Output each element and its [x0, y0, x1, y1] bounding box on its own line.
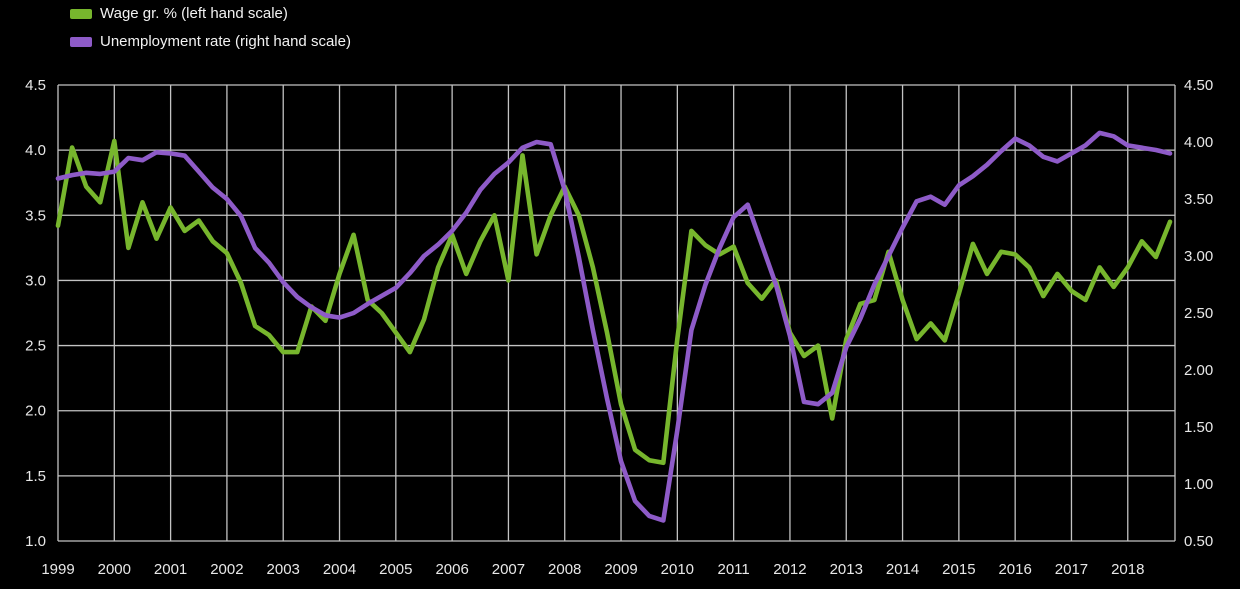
x-axis-tick-label: 2010 — [661, 561, 694, 578]
x-axis-tick-label: 2008 — [548, 561, 581, 578]
right-axis-tick-label: 3.50 — [1184, 191, 1213, 208]
left-axis-tick-label: 1.0 — [25, 533, 46, 550]
chart-legend: Wage gr. % (left hand scale) Unemploymen… — [70, 3, 351, 59]
left-axis-tick-label: 3.0 — [25, 272, 46, 289]
wage-line-swatch — [70, 9, 92, 19]
x-axis-tick-label: 2000 — [98, 561, 131, 578]
legend-item-unemployment: Unemployment rate (right hand scale) — [70, 31, 351, 53]
x-axis-tick-label: 2018 — [1111, 561, 1144, 578]
left-axis-tick-label: 1.5 — [25, 468, 46, 485]
unemployment-line-swatch — [70, 37, 92, 47]
legend-label-wage: Wage gr. % (left hand scale) — [100, 5, 288, 22]
x-axis-tick-label: 2001 — [154, 561, 187, 578]
x-axis-tick-label: 2016 — [998, 561, 1031, 578]
x-axis-tick-label: 2009 — [604, 561, 637, 578]
left-axis-tick-label: 4.5 — [25, 77, 46, 94]
right-axis-tick-label: 3.00 — [1184, 248, 1213, 265]
left-axis-tick-label: 2.5 — [25, 338, 46, 355]
right-axis-tick-label: 4.50 — [1184, 77, 1213, 94]
x-axis-tick-label: 2003 — [267, 561, 300, 578]
legend-label-unemployment: Unemployment rate (right hand scale) — [100, 33, 351, 50]
x-axis-tick-label: 2011 — [718, 561, 750, 578]
right-axis-tick-label: 1.50 — [1184, 419, 1213, 436]
left-axis-tick-label: 3.5 — [25, 207, 46, 224]
x-axis-tick-label: 2005 — [379, 561, 412, 578]
x-axis-tick-label: 2007 — [492, 561, 525, 578]
legend-item-wage: Wage gr. % (left hand scale) — [70, 3, 351, 25]
x-axis-tick-label: 2013 — [830, 561, 863, 578]
right-axis-tick-label: 1.00 — [1184, 476, 1213, 493]
x-axis-tick-label: 2002 — [210, 561, 243, 578]
x-axis-tick-label: 2014 — [886, 561, 919, 578]
right-axis-tick-label: 0.50 — [1184, 533, 1213, 550]
right-axis-tick-label: 4.00 — [1184, 134, 1213, 151]
right-axis-tick-label: 2.50 — [1184, 305, 1213, 322]
left-axis-tick-label: 2.0 — [25, 403, 46, 420]
x-axis-tick-label: 2004 — [323, 561, 356, 578]
x-axis-tick-label: 2017 — [1055, 561, 1088, 578]
unemployment-line — [55, 130, 1173, 523]
left-axis-tick-label: 4.0 — [25, 142, 46, 159]
x-axis-tick-label: 1999 — [41, 561, 74, 578]
wage-line — [55, 138, 1173, 466]
x-axis-tick-label: 2015 — [942, 561, 975, 578]
x-axis-tick-label: 2012 — [773, 561, 806, 578]
x-axis-tick-label: 2006 — [435, 561, 468, 578]
right-axis-tick-label: 2.00 — [1184, 362, 1213, 379]
